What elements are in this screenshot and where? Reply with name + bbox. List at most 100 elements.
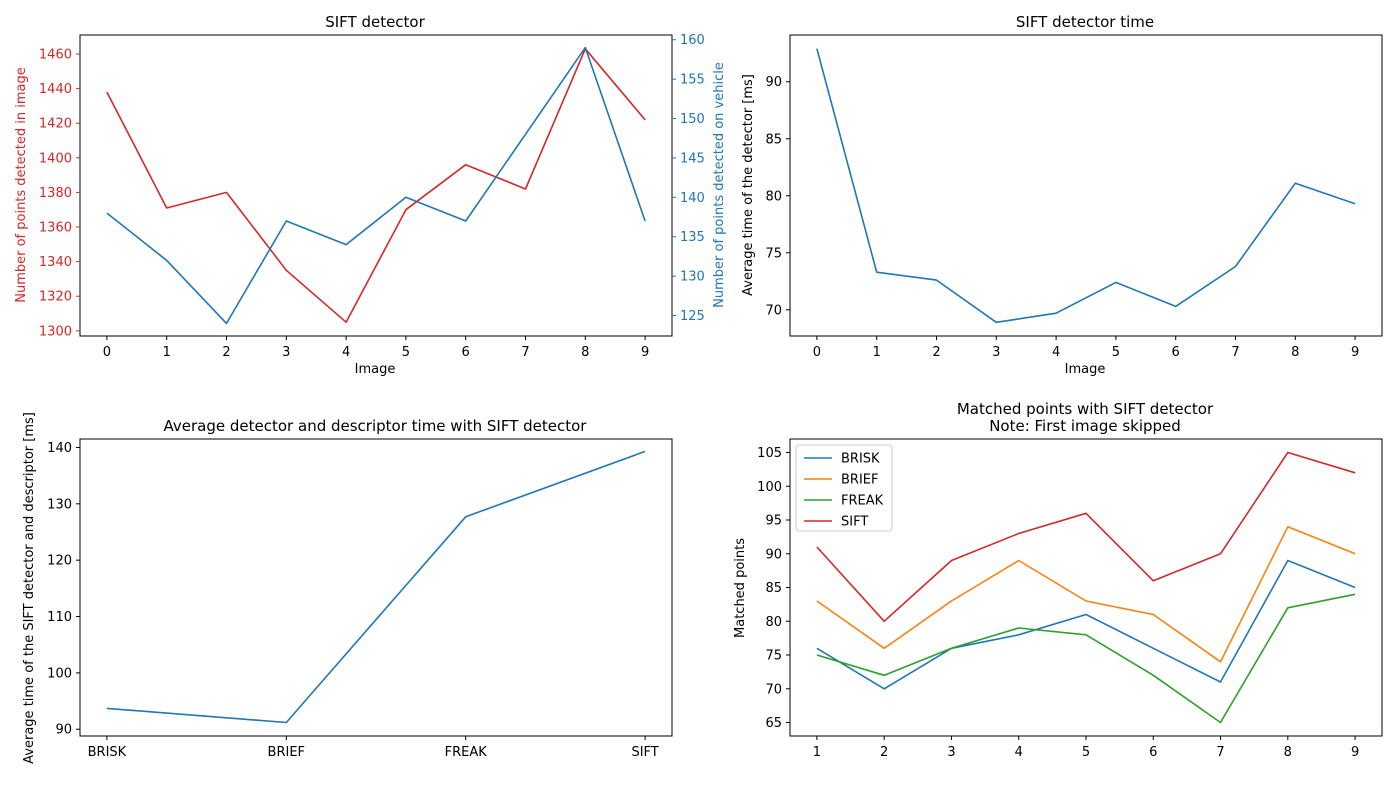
x-tick-label: 7: [521, 345, 529, 360]
chart-title: Matched points with SIFT detector: [957, 400, 1214, 418]
x-tick-label: 5: [402, 345, 410, 360]
y-tick-label: 120: [47, 554, 72, 569]
y-tick-label: 70: [765, 303, 782, 318]
x-tick-label: 5: [1112, 345, 1120, 360]
y-tick-label: 1360: [39, 221, 72, 236]
y-right-tick-label: 130: [680, 270, 705, 285]
y-right-tick-label: 160: [680, 33, 705, 48]
y-tick-label: 140: [47, 441, 72, 456]
legend-label: SIFT: [841, 515, 868, 530]
x-tick-label: BRISK: [88, 745, 127, 760]
x-tick-label: 4: [342, 345, 350, 360]
x-tick-label: 9: [1351, 345, 1359, 360]
y-axis-label: Average time of the detector [ms]: [741, 74, 756, 296]
y-tick-label: 1460: [39, 48, 72, 63]
x-tick-label: 3: [992, 345, 1000, 360]
y-axis-label: Average time of the SIFT detector and de…: [22, 412, 37, 764]
x-tick-label: 1: [873, 345, 881, 360]
x-tick-label: 2: [932, 345, 940, 360]
series-line: [816, 48, 1356, 324]
legend-label: BRISK: [841, 452, 880, 467]
y-tick-label: 85: [765, 132, 782, 147]
y-right-tick-label: 155: [680, 73, 705, 88]
x-tick-label: 1: [813, 745, 821, 760]
legend: BRISK BRIEF FREAK SIFT: [795, 444, 893, 532]
x-tick-label: 4: [1015, 745, 1023, 760]
x-tick-label: FREAK: [445, 745, 488, 760]
chart-subtitle: Note: First image skipped: [989, 417, 1181, 435]
y-axis-label-left: Number of points detected in image: [14, 67, 29, 303]
x-axis-label: Image: [1065, 362, 1106, 377]
x-tick-label: 2: [880, 745, 888, 760]
y-tick-label: 1380: [39, 186, 72, 201]
series-line-brief: [816, 525, 1356, 663]
y-tick-label: 75: [765, 246, 782, 261]
x-tick-label: 8: [1284, 745, 1292, 760]
y-tick-label: 80: [765, 615, 782, 630]
series-line: [106, 46, 646, 325]
y-tick-label: 90: [765, 75, 782, 90]
chart-matched-points: Matched points with SIFT detector Note: …: [733, 400, 1383, 760]
chart-title: Average detector and descriptor time wit…: [164, 417, 588, 435]
series-line-sift: [816, 451, 1356, 623]
y-tick-label: 110: [47, 610, 72, 625]
y-tick-label: 85: [765, 581, 782, 596]
x-tick-label: 3: [947, 745, 955, 760]
y-tick-label: 65: [765, 716, 782, 731]
legend-label: BRIEF: [841, 473, 878, 488]
x-tick-label: 3: [282, 345, 290, 360]
x-tick-label: 0: [813, 345, 821, 360]
x-tick-label: 2: [222, 345, 230, 360]
y-tick-label: 100: [757, 480, 782, 495]
series-line-brisk: [816, 559, 1356, 690]
y-tick-label: 1440: [39, 82, 72, 97]
y-tick-label: 1320: [39, 290, 72, 305]
y-axis-label: Matched points: [733, 538, 748, 638]
y-tick-label: 130: [47, 497, 72, 512]
x-tick-label: 7: [1216, 745, 1224, 760]
x-axis-label: Image: [355, 362, 396, 377]
plot-frame: [79, 34, 673, 337]
x-tick-label: 8: [581, 345, 589, 360]
x-tick-label: 8: [1291, 345, 1299, 360]
chart-sift-detector: SIFT detector Image Number of points det…: [14, 13, 727, 377]
series-line: [106, 47, 646, 324]
y-tick-label: 1340: [39, 255, 72, 270]
y-axis-label-right: Number of points detected on vehicle: [712, 62, 727, 308]
x-tick-label: 6: [1149, 745, 1157, 760]
x-tick-label: 1: [163, 345, 171, 360]
series-line-freak: [816, 593, 1356, 724]
y-right-tick-label: 150: [680, 112, 705, 127]
chart-sift-detector-time: SIFT detector time Image Average time of…: [741, 13, 1383, 377]
x-tick-label: 6: [1172, 345, 1180, 360]
y-tick-label: 75: [765, 649, 782, 664]
y-tick-label: 1420: [39, 117, 72, 132]
y-tick-label: 95: [765, 514, 782, 529]
x-tick-label: 9: [641, 345, 649, 360]
x-tick-label: 5: [1082, 745, 1090, 760]
series-line: [106, 450, 646, 724]
x-tick-label: SIFT: [631, 745, 658, 760]
y-tick-label: 90: [765, 547, 782, 562]
legend-label: FREAK: [841, 494, 884, 509]
y-right-tick-label: 145: [680, 151, 705, 166]
x-tick-label: 4: [1052, 345, 1060, 360]
chart-title: SIFT detector: [325, 13, 425, 31]
y-tick-label: 1300: [39, 324, 72, 339]
chart-title: SIFT detector time: [1016, 13, 1154, 31]
chart-detector-descriptor-time: Average detector and descriptor time wit…: [22, 412, 673, 764]
y-tick-label: 105: [757, 446, 782, 461]
y-right-tick-label: 125: [680, 309, 705, 324]
y-tick-label: 70: [765, 682, 782, 697]
y-right-tick-label: 140: [680, 191, 705, 206]
y-tick-label: 80: [765, 189, 782, 204]
legend-box: [795, 444, 893, 532]
x-tick-label: 9: [1351, 745, 1359, 760]
x-tick-label: 7: [1231, 345, 1239, 360]
y-right-tick-label: 135: [680, 230, 705, 245]
x-tick-label: BRIEF: [268, 745, 305, 760]
plot-frame: [79, 438, 673, 737]
x-tick-label: 6: [462, 345, 470, 360]
y-tick-label: 100: [47, 666, 72, 681]
